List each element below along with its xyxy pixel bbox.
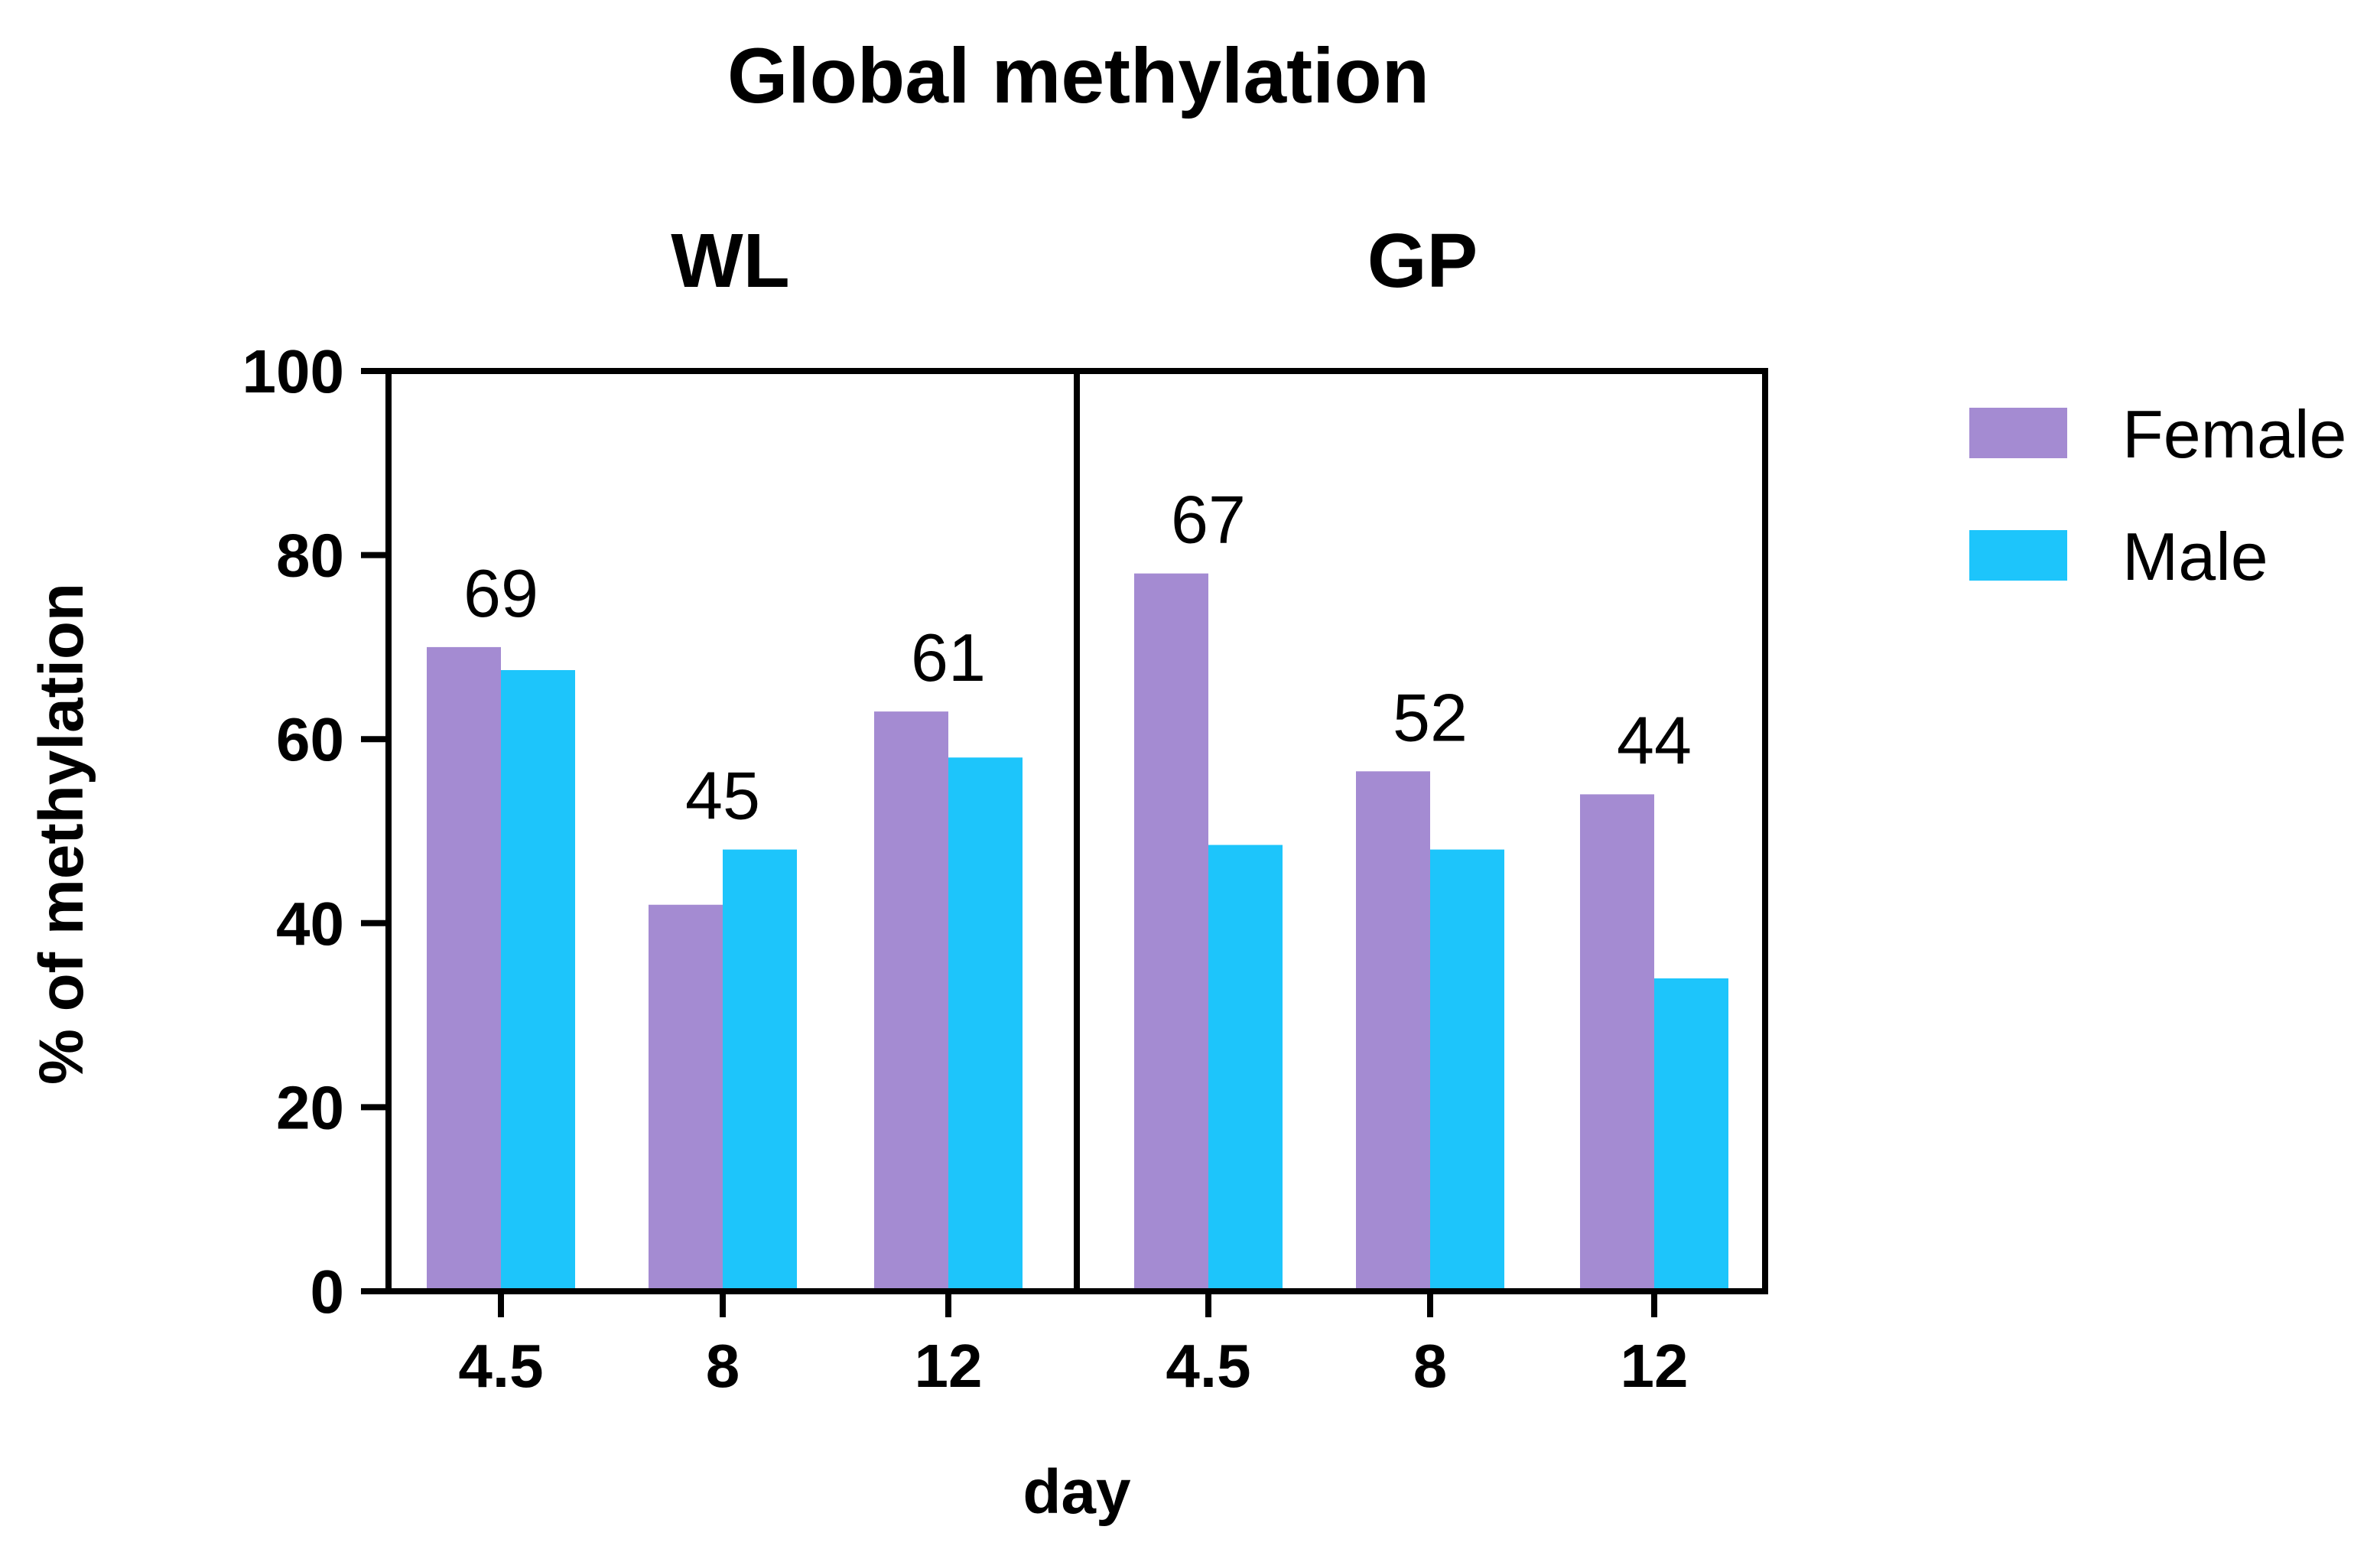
y-tick-label-40: 40 (276, 890, 344, 958)
data-label-gp-12: 44 (1617, 702, 1692, 778)
bar-wl-12-female (874, 711, 948, 1291)
legend-swatch-male (1969, 530, 2067, 581)
bar-wl-8-male (723, 849, 797, 1291)
bar-wl-12-male (948, 757, 1023, 1291)
bar-gp-12-female (1580, 794, 1654, 1291)
y-tick-label-20: 20 (276, 1073, 344, 1141)
legend: Female Male (1969, 396, 2346, 594)
data-label-wl-4_5: 69 (463, 555, 538, 631)
panel-title-wl: WL (671, 218, 789, 304)
chart-title: Global methylation (727, 32, 1429, 119)
data-label-gp-8: 52 (1393, 679, 1468, 755)
x-tick-label-wl-8: 8 (706, 1332, 740, 1400)
bar-gp-8-male (1430, 849, 1504, 1291)
bar-wl-4_5-male (501, 669, 575, 1291)
bar-wl-4_5-female (427, 646, 501, 1291)
legend-swatch-female (1969, 408, 2067, 458)
legend-label-male: Male (2122, 519, 2268, 594)
data-label-gp-4_5: 67 (1171, 482, 1246, 558)
x-tick-label-gp-12: 12 (1621, 1332, 1689, 1400)
panel-title-gp: GP (1367, 218, 1478, 304)
bar-gp-12-male (1654, 978, 1728, 1291)
y-tick-label-100: 100 (242, 337, 344, 405)
x-tick-label-gp-8: 8 (1413, 1332, 1448, 1400)
x-tick-label-gp-4_5: 4.5 (1166, 1332, 1250, 1400)
x-tick-label-wl-12: 12 (915, 1332, 983, 1400)
x-tick-label-wl-4_5: 4.5 (458, 1332, 543, 1400)
legend-label-female: Female (2122, 396, 2346, 472)
y-tick-label-80: 80 (276, 522, 344, 590)
bar-wl-8-female (649, 904, 723, 1291)
bar-gp-4_5-female (1134, 573, 1208, 1291)
data-label-wl-8: 45 (685, 758, 760, 834)
plot-area: 69 4.5 45 8 61 12 67 4.5 52 8 44 12 0 20 40 60 80 100 (242, 337, 1768, 1400)
bar-gp-4_5-male (1208, 845, 1283, 1291)
y-axis-label: % of methylation (27, 583, 96, 1085)
bar-gp-8-female (1356, 771, 1430, 1291)
data-label-wl-12: 61 (911, 620, 986, 695)
y-tick-label-0: 0 (311, 1258, 345, 1326)
x-axis-label: day (1023, 1457, 1131, 1527)
y-tick-label-60: 60 (276, 705, 344, 773)
